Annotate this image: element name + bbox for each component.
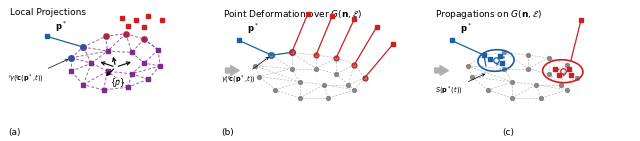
Text: $\{p\}$: $\{p\}$ <box>110 76 125 89</box>
Text: (b): (b) <box>221 128 234 137</box>
Text: (a): (a) <box>8 128 21 137</box>
Text: $\mathbf{p}^*$: $\mathbf{p}^*$ <box>247 22 259 36</box>
Text: $\gamma({}^r\!\mathbf{c}(\mathbf{p}^*,\!t))$: $\gamma({}^r\!\mathbf{c}(\mathbf{p}^*,\!… <box>221 57 269 86</box>
Text: Propagations on $G(\mathbf{n}, \mathcal{E})$: Propagations on $G(\mathbf{n}, \mathcal{… <box>435 8 543 21</box>
Text: $\mathbf{p}^*$: $\mathbf{p}^*$ <box>460 22 472 36</box>
Text: Point Deformation over $G(\mathbf{n}, \mathcal{E})$: Point Deformation over $G(\mathbf{n}, \m… <box>223 8 362 20</box>
Text: $S(\mathbf{p}^*(t))$: $S(\mathbf{p}^*(t))$ <box>435 74 484 97</box>
Text: $\mathbf{p}^*$: $\mathbf{p}^*$ <box>55 19 67 34</box>
Text: ${}^r\!\gamma({}^r\!\mathbf{c}(\mathbf{p}^*,\!t))$: ${}^r\!\gamma({}^r\!\mathbf{c}(\mathbf{p… <box>8 59 68 85</box>
Text: (c): (c) <box>502 128 514 137</box>
Text: Local Projections: Local Projections <box>10 8 86 17</box>
